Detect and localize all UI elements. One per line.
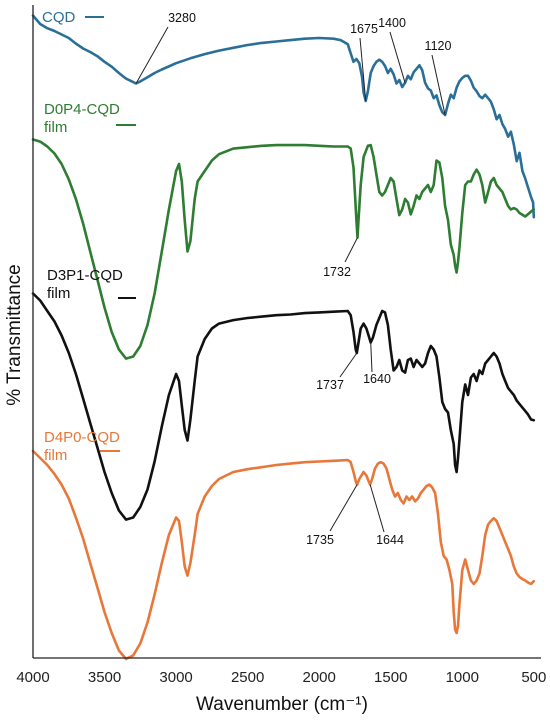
- legend-label-3-line2: film: [44, 447, 67, 464]
- annotation-label-1640: 1640: [363, 372, 391, 386]
- annotation-label-1644: 1644: [376, 533, 404, 547]
- y-axis-title: % Transmittance: [4, 264, 25, 406]
- annotation-label-1732: 1732: [323, 265, 351, 279]
- x-tick-label-3000: 3000: [159, 669, 192, 686]
- annotation-label-1120: 1120: [425, 39, 452, 53]
- axis-layer: 4000 3500 3000 2500 2000 1500 1000 500: [16, 5, 546, 686]
- legend-label-3: D4P0-CQD: [44, 429, 120, 446]
- annotation-label-3280: 3280: [168, 11, 196, 25]
- x-axis-title: Wavenumber (cm⁻¹): [196, 694, 368, 715]
- annotation-leader-1675: [359, 37, 367, 102]
- annotation-leader-1732: [344, 237, 358, 263]
- annotation-leader-3280: [135, 26, 169, 84]
- annotation-leader-1640: [370, 342, 373, 373]
- annotation-label-1735: 1735: [306, 533, 334, 547]
- annotation-leader-1735: [329, 484, 358, 532]
- annotation-label-1737: 1737: [316, 378, 344, 392]
- series-line-2: [31, 292, 536, 521]
- series-layer: [31, 14, 536, 661]
- annotation-leader-1737: [339, 352, 358, 378]
- annotation-layer: 3280 1675 1400 1120 1732 1737 1640 1735 1644: [135, 11, 452, 547]
- annotation-label-1400: 1400: [378, 16, 406, 30]
- legend-label-2-line2: film: [47, 285, 70, 302]
- x-tick-label-4000: 4000: [16, 669, 49, 686]
- series-line-0: [31, 14, 536, 219]
- x-tick-label-3500: 3500: [88, 669, 121, 686]
- x-tick-label-1500: 1500: [374, 669, 407, 686]
- legend-label-1: D0P4-CQD: [44, 101, 120, 118]
- legend-label-2: D3P1-CQD: [47, 267, 123, 284]
- series-line-3: [31, 449, 536, 661]
- x-tick-label-2000: 2000: [303, 669, 336, 686]
- annotation-leader-1644: [369, 484, 385, 533]
- annotation-leader-1400: [389, 31, 406, 83]
- legend-label-0: CQD: [42, 9, 76, 26]
- x-tick-label-1000: 1000: [446, 669, 479, 686]
- annotation-leader-1120: [431, 54, 446, 116]
- annotation-label-1675: 1675: [350, 22, 378, 36]
- x-tick-label-2500: 2500: [231, 669, 264, 686]
- series-line-1: [31, 138, 536, 360]
- legend-label-1-line2: film: [44, 119, 67, 136]
- x-tick-label-500: 500: [521, 669, 546, 686]
